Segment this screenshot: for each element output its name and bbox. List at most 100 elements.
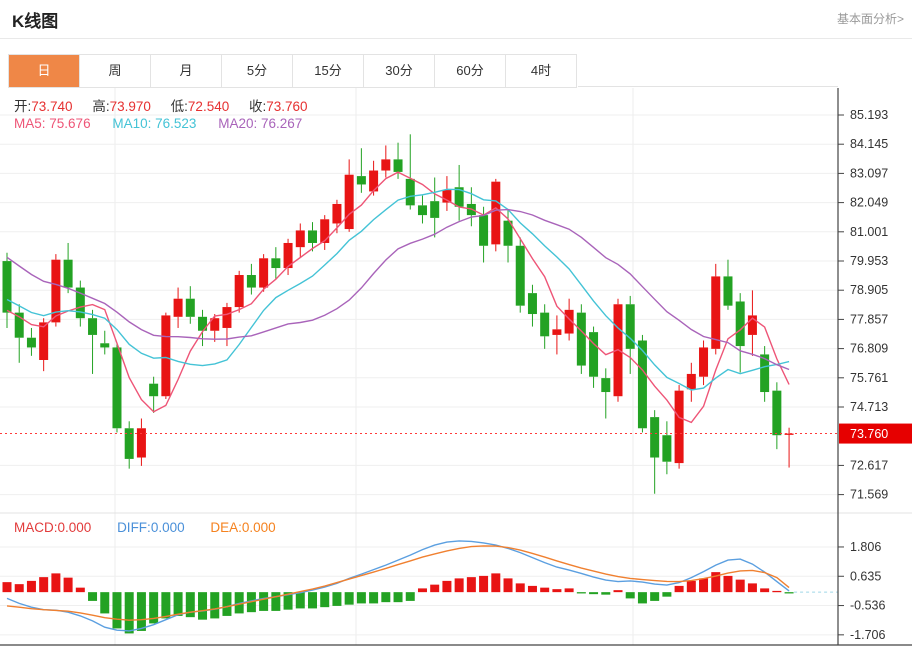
macd-value-readout: MACD:0.000 [14, 520, 92, 535]
macd-bar [491, 573, 501, 593]
macd-bar [185, 592, 195, 618]
candle [210, 318, 220, 331]
macd-bar [369, 592, 379, 604]
macd-bar [295, 592, 305, 609]
macd-bar [442, 580, 452, 593]
macd-bar [136, 592, 146, 631]
candle [2, 261, 12, 313]
candle [173, 298, 183, 317]
tab-月[interactable]: 月 [151, 55, 222, 87]
macd-bar [149, 592, 159, 624]
macd-bar [124, 592, 134, 634]
candle [699, 347, 709, 377]
macd-bar [466, 577, 476, 593]
dea-line [6, 545, 790, 621]
macd-bar [662, 592, 672, 597]
candle [39, 322, 49, 360]
tab-周[interactable]: 周 [80, 55, 151, 87]
candle [246, 275, 256, 288]
macd-readout: MACD:0.000 DIFF:0.000 DEA:0.000 [14, 520, 298, 535]
tab-日[interactable]: 日 [9, 55, 80, 87]
ma20-readout: MA20: 76.267 [218, 116, 303, 131]
macd-bar [283, 592, 293, 610]
candle [662, 435, 672, 462]
y-axis-label: 72.617 [850, 458, 888, 472]
candle [271, 258, 281, 269]
macd-bar [2, 582, 12, 593]
candle [185, 298, 195, 317]
macd-bar [112, 592, 122, 629]
macd-bar [540, 587, 550, 593]
candle [100, 343, 110, 348]
macd-bar [75, 587, 85, 593]
tab-30分[interactable]: 30分 [364, 55, 435, 87]
macd-bar [308, 592, 317, 609]
tab-5分[interactable]: 5分 [222, 55, 293, 87]
y-axis-label: 74.713 [850, 400, 888, 414]
candle [540, 312, 550, 337]
macd-bar [454, 578, 464, 593]
macd-bar [503, 578, 513, 593]
macd-bar [173, 592, 183, 616]
candle [63, 259, 73, 288]
candle [430, 201, 440, 218]
candle [650, 417, 660, 458]
candle [75, 287, 85, 319]
macd-bar [552, 589, 562, 593]
macd-bar [772, 590, 782, 593]
y-axis-label: 78.905 [850, 283, 888, 297]
macd-bar [51, 573, 61, 593]
candle [369, 170, 379, 192]
y-axis-label: 85.193 [850, 108, 888, 122]
close-value: 73.760 [266, 99, 308, 114]
macd-bar [613, 590, 623, 593]
macd-bar [259, 592, 269, 611]
diff-value-readout: DIFF:0.000 [117, 520, 185, 535]
candle [479, 215, 489, 246]
y-axis-label: 81.001 [850, 225, 888, 239]
candle [552, 329, 562, 335]
macd-bar [747, 583, 757, 593]
macd-bar [784, 592, 794, 594]
macd-axis-label: 1.806 [850, 540, 881, 554]
candle [589, 332, 599, 377]
macd-bar [589, 592, 599, 595]
candle [149, 383, 159, 397]
fundamental-analysis-link[interactable]: 基本面分析> [836, 12, 904, 26]
period-tab-bar: 日周月 5分 15分 30分 60分 4时 [8, 54, 577, 88]
tab-15分[interactable]: 15分 [293, 55, 364, 87]
macd-bar [576, 592, 586, 594]
candle [784, 433, 794, 435]
header-divider [0, 38, 912, 39]
high-label: 高: [92, 99, 110, 114]
y-axis-label: 79.953 [850, 254, 888, 268]
candle [442, 190, 452, 203]
tab-4时[interactable]: 4时 [506, 55, 576, 87]
candle [601, 378, 611, 393]
macd-bar [417, 588, 427, 593]
macd-bar [601, 592, 611, 595]
tab-60分[interactable]: 60分 [435, 55, 506, 87]
macd-bar [479, 575, 489, 593]
candle [405, 178, 415, 206]
ma5-readout: MA5: 75.676 [14, 116, 91, 131]
open-value: 73.740 [31, 99, 73, 114]
y-axis-label: 84.145 [850, 137, 888, 151]
candle [88, 318, 98, 335]
candle [283, 242, 293, 269]
candle [772, 390, 782, 436]
page-title: K线图 [12, 12, 59, 31]
candle [320, 219, 330, 243]
dea-value-readout: DEA:0.000 [210, 520, 276, 535]
candle [735, 301, 745, 347]
macd-bar [356, 592, 366, 604]
high-value: 73.970 [109, 99, 151, 114]
macd-bar [381, 592, 391, 603]
macd-bar [760, 588, 770, 593]
candle [51, 259, 61, 323]
candle [259, 258, 269, 288]
macd-bar [210, 592, 220, 619]
macd-axis-label: -0.536 [850, 599, 885, 613]
macd-bar [674, 585, 684, 593]
